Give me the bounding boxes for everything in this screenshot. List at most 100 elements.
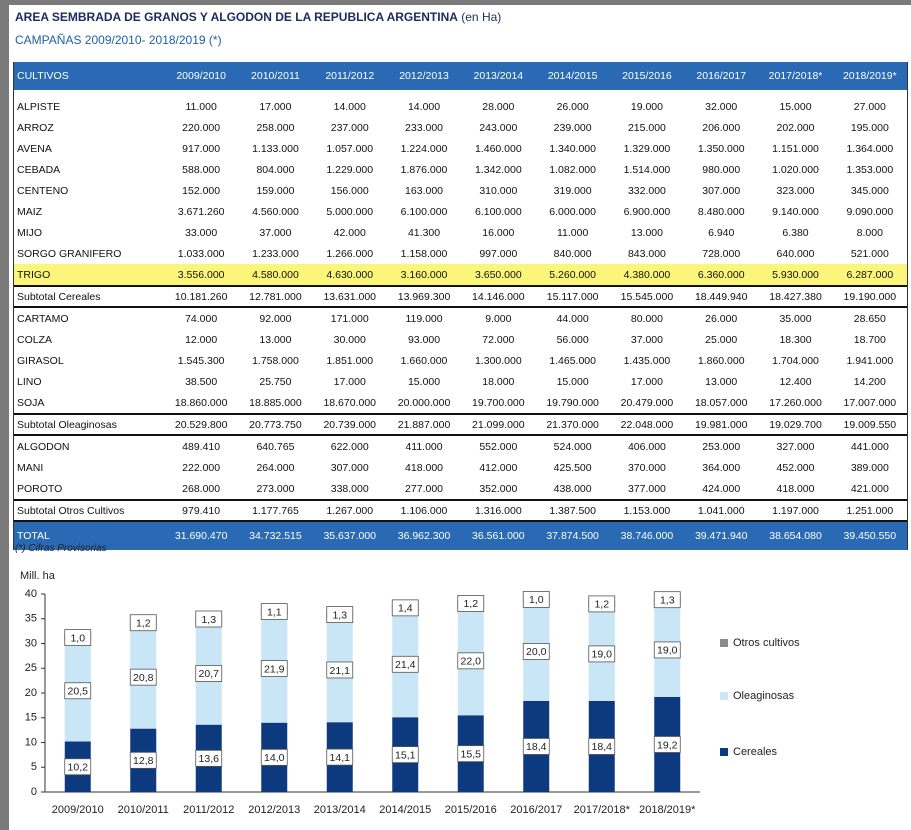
value-label: 1,3 bbox=[332, 609, 347, 621]
value-label-box bbox=[64, 629, 92, 646]
table-cell: 640.000 bbox=[776, 247, 815, 260]
table-cell: 12.400 bbox=[779, 375, 812, 388]
value-label-box bbox=[260, 748, 288, 766]
table-row: SOJA 18.860.000 18.885.000 18.670.000 20.000… bbox=[14, 392, 907, 413]
table-cell: 1.329.000 bbox=[623, 142, 671, 155]
row-label: POROTO bbox=[17, 482, 63, 495]
value-label: 21,1 bbox=[330, 665, 351, 677]
value-label-box bbox=[64, 758, 92, 776]
table-cell: 364.000 bbox=[702, 461, 741, 474]
table-cell: 273.000 bbox=[256, 482, 295, 495]
y-tick-label: 40 bbox=[25, 588, 37, 600]
table-cell: 18.449.940 bbox=[694, 290, 748, 303]
table-cell: 412.000 bbox=[479, 461, 518, 474]
table-cell: 9.140.000 bbox=[772, 205, 819, 218]
value-label: 1,3 bbox=[201, 614, 216, 626]
value-label: 10,2 bbox=[68, 762, 89, 774]
table-cell: 524.000 bbox=[553, 440, 592, 453]
table-cell: 552.000 bbox=[479, 440, 518, 453]
table-cell: 13.631.000 bbox=[323, 290, 377, 303]
table-row: Subtotal Cereales 10.181.260 12.781.000 13.… bbox=[14, 285, 907, 308]
table-cell: 521.000 bbox=[850, 247, 889, 260]
table-cell: 640.765 bbox=[256, 440, 295, 453]
table: CULTIVOS 2009/2010 2010/2011 2011/2012 2012/… bbox=[13, 62, 908, 550]
table-cell: 588.000 bbox=[182, 163, 221, 176]
table-cell: 1.660.000 bbox=[400, 354, 448, 367]
row-label: TOTAL bbox=[17, 530, 50, 542]
value-label-box bbox=[653, 591, 681, 609]
table-cell: 6.000.000 bbox=[549, 205, 596, 218]
table-cell: 15.545.000 bbox=[620, 290, 674, 303]
table-cell: 389.000 bbox=[850, 461, 889, 474]
table-cell: 26.000 bbox=[705, 312, 738, 325]
value-label-box bbox=[653, 736, 681, 753]
legend-label: Cereales bbox=[733, 746, 778, 758]
table-cell: 18.860.000 bbox=[174, 396, 228, 409]
table-cell: 8.480.000 bbox=[697, 205, 745, 218]
value-label: 1,2 bbox=[594, 599, 609, 611]
table-cell: 25.000 bbox=[705, 333, 738, 346]
table-cell: 21.370.000 bbox=[546, 418, 599, 431]
table-cell: 14.200 bbox=[853, 375, 886, 388]
table-cell: 2014/2015 bbox=[547, 70, 598, 82]
table-row: Subtotal Oleaginosas 20.529.800 20.773.750… bbox=[14, 413, 907, 436]
table-cell: 997.000 bbox=[479, 247, 518, 260]
table-cell: 418.000 bbox=[776, 482, 815, 495]
table-cell: 338.000 bbox=[330, 482, 369, 495]
table-cell: 21.099.000 bbox=[472, 418, 525, 431]
table-cell: 1.177.765 bbox=[252, 504, 299, 517]
table-row: CARTAMO 74.000 92.000 171.000 119.000 9.000 44… bbox=[14, 308, 907, 329]
table-cell: 1.233.000 bbox=[252, 247, 299, 260]
table-cell: 17.000 bbox=[630, 375, 663, 388]
table-cell: 13.000 bbox=[630, 226, 663, 239]
table-cell: 156.000 bbox=[330, 184, 369, 197]
table-cell: 72.000 bbox=[482, 333, 515, 346]
value-label-box bbox=[260, 660, 288, 677]
frame bbox=[0, 0, 9, 830]
value-label: 15,5 bbox=[461, 748, 482, 760]
row-label: Subtotal Oleaginosas bbox=[17, 418, 117, 431]
x-tick-label: 2013/2014 bbox=[314, 804, 366, 816]
table-cell: 17.260.000 bbox=[769, 396, 822, 409]
table-cell: 20.000.000 bbox=[397, 396, 451, 409]
table-cell: 56.000 bbox=[556, 333, 589, 346]
y-tick-label: 10 bbox=[25, 736, 37, 748]
value-label-box bbox=[195, 749, 223, 767]
table-cell: 5.000.000 bbox=[326, 205, 374, 218]
table-cell: 15.000 bbox=[779, 100, 812, 113]
table-cell: 20.529.800 bbox=[174, 418, 228, 431]
table-cell: 441.000 bbox=[850, 440, 889, 453]
title: AREA SEMBRADA DE GRANOS Y ALGODON DE LA … bbox=[15, 10, 501, 24]
table-row: TRIGO 3.556.000 4.580.000 4.630.000 3.160.00… bbox=[14, 264, 907, 285]
table-cell: 13.969.300 bbox=[397, 290, 451, 303]
table-cell: 377.000 bbox=[627, 482, 666, 495]
y-tick-label: 0 bbox=[31, 786, 37, 798]
table-cell: 1.545.300 bbox=[177, 354, 225, 367]
table-row: ARROZ 220.000 258.000 237.000 233.000 243.000… bbox=[14, 117, 907, 138]
table-row: MANI 222.000 264.000 307.000 418.000 412.000 4… bbox=[14, 457, 907, 478]
table-cell: 5.930.000 bbox=[772, 268, 819, 281]
table-cell: 22.048.000 bbox=[620, 418, 674, 431]
table-row: ALGODON 489.410 640.765 622.000 411.000 552.0… bbox=[14, 436, 907, 457]
value-label-box bbox=[391, 746, 419, 764]
chart: Mill. ha 0 5 10 15 20 25 30 35 40 2009/2010 10,2 20,… bbox=[20, 570, 800, 816]
table-cell: 264.000 bbox=[256, 461, 295, 474]
frame bbox=[0, 0, 911, 5]
value-label-box bbox=[195, 665, 223, 682]
table-cell: 1.704.000 bbox=[772, 354, 819, 367]
table-cell: 840.000 bbox=[553, 247, 592, 260]
table-cell: 92.000 bbox=[259, 312, 292, 325]
table-cell: 1.266.000 bbox=[326, 247, 374, 260]
table-cell: 19.790.000 bbox=[546, 396, 599, 409]
table-cell: 1.353.000 bbox=[846, 163, 894, 176]
value-label: 14,0 bbox=[264, 752, 285, 764]
row-label: ALPISTE bbox=[17, 100, 61, 113]
value-label: 19,0 bbox=[592, 649, 613, 661]
table-cell: 41.300 bbox=[407, 226, 441, 239]
table-cell: 425.500 bbox=[553, 461, 592, 474]
row-label: ALGODON bbox=[17, 440, 70, 453]
table-cell: 1.460.000 bbox=[474, 142, 522, 155]
table-cell: 1.758.000 bbox=[252, 354, 299, 367]
table-row: MIJO 33.000 37.000 42.000 41.300 16.000 11.000… bbox=[14, 222, 907, 243]
table-cell: 1.364.000 bbox=[846, 142, 894, 155]
